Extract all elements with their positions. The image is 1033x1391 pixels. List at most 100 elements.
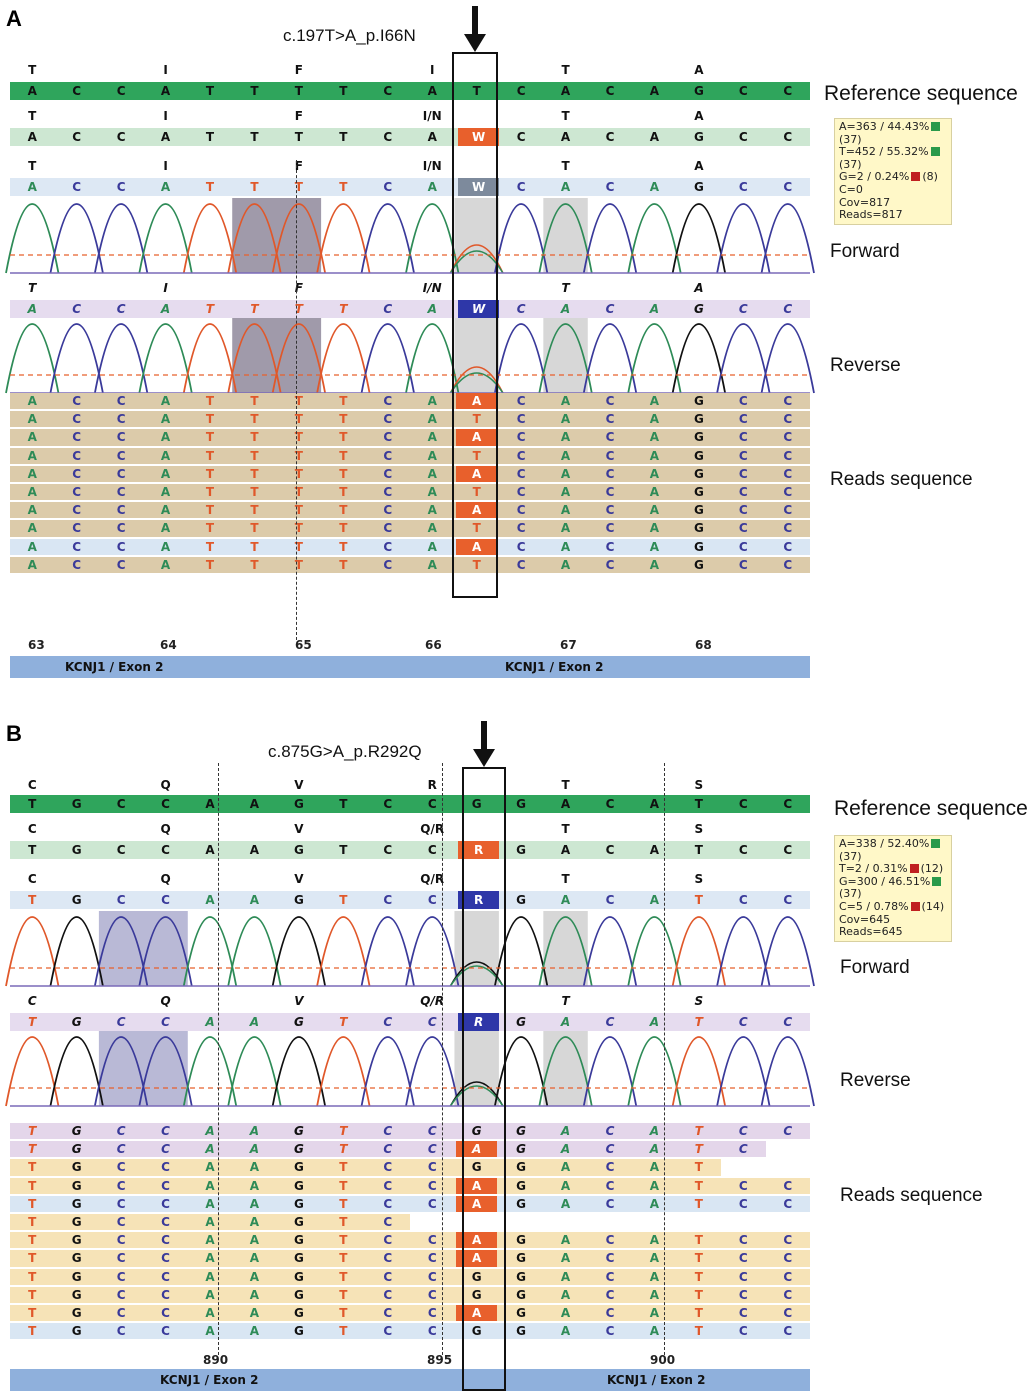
read-base: C <box>605 448 615 463</box>
base-cell: G <box>516 843 527 857</box>
panel-label: B <box>6 721 22 746</box>
read-base: T <box>28 1324 37 1339</box>
read-base: T <box>339 1287 348 1302</box>
read-base: T <box>28 1306 37 1320</box>
read-base: T <box>205 503 215 518</box>
read-base: G <box>293 1233 304 1248</box>
read-base: A <box>249 1215 260 1229</box>
base-cell: T <box>250 302 259 316</box>
read-base: C <box>783 503 793 518</box>
read-base: C <box>116 448 126 463</box>
base-cell: C <box>783 797 793 811</box>
trace-peak <box>182 916 238 987</box>
amino-acid-label: S <box>694 822 704 836</box>
read-base: T <box>294 557 303 572</box>
read-base: A <box>649 1124 660 1138</box>
read-base: C <box>383 1287 393 1302</box>
read-base: T <box>339 1269 348 1284</box>
read-base: C <box>161 1324 170 1339</box>
read-base: A <box>160 448 171 463</box>
read-base: A <box>560 430 571 445</box>
read-base: C <box>783 1233 793 1248</box>
read-base: G <box>293 1324 304 1339</box>
read-base: T <box>694 1306 703 1320</box>
read-base: C <box>72 557 82 572</box>
read-base: G <box>693 521 704 536</box>
read-base: A <box>560 1287 571 1302</box>
amino-acid-label: S <box>694 994 704 1008</box>
base-cell: C <box>783 1015 793 1029</box>
read-base: A <box>427 394 437 408</box>
read-base: C <box>383 1233 393 1248</box>
read-base: G <box>71 1233 82 1248</box>
forward-amino-row: T I F I/N T A <box>10 158 810 174</box>
base-cell: T <box>28 843 37 857</box>
read-base: A <box>649 412 660 427</box>
amino-acid-label: T <box>28 159 37 173</box>
reverse-amino-row: C Q V Q/R T S <box>10 993 810 1009</box>
read-base: G <box>693 412 704 427</box>
read-base: A <box>249 1178 260 1193</box>
read-base: C <box>783 1251 793 1266</box>
trace-peak <box>627 323 682 394</box>
base-cell: C <box>605 180 615 194</box>
trace-peak <box>760 203 815 274</box>
base-cell: C <box>605 797 615 811</box>
trace-peak <box>360 1036 415 1107</box>
read-base: C <box>516 412 526 427</box>
coordinate-tick-label: 895 <box>427 1353 453 1367</box>
read-base: C <box>116 1233 126 1248</box>
base-cell: C <box>605 84 615 98</box>
read-base: T <box>294 430 303 445</box>
base-cell: C <box>116 130 126 144</box>
base-cell: C <box>738 84 748 98</box>
base-cell: C <box>516 130 526 144</box>
read-base: C <box>383 466 393 481</box>
base-cell: C <box>383 302 393 316</box>
read-base: A <box>649 1287 660 1302</box>
base-cell: C <box>783 893 793 907</box>
read-base: C <box>605 521 615 536</box>
read-base: A <box>205 1233 215 1248</box>
read-base: A <box>649 1142 660 1157</box>
read-base: T <box>294 485 303 499</box>
read-base: C <box>383 1306 393 1320</box>
codon-boundary-dash <box>442 763 443 1355</box>
read-base: C <box>161 1196 170 1211</box>
trace-peak <box>582 1036 638 1107</box>
read-base: C <box>383 539 393 554</box>
read-base: C <box>738 412 748 427</box>
trace-peak <box>494 1036 549 1107</box>
read-base: G <box>293 1215 304 1229</box>
coordinate-tick-label: 63 <box>28 638 45 652</box>
amino-acid-label: I/N <box>422 109 442 123</box>
base-cell: C <box>383 180 393 194</box>
read-base: T <box>205 521 215 536</box>
read-base: A <box>560 448 571 463</box>
read-base: T <box>339 1233 348 1248</box>
read-base: C <box>383 1251 393 1266</box>
amino-acid-label: I <box>163 159 168 173</box>
amino-acid-label: V <box>294 778 304 792</box>
read-base: A <box>205 1142 215 1157</box>
read-base: T <box>294 466 303 481</box>
base-cell: G <box>516 893 527 907</box>
base-cell: C <box>738 180 748 194</box>
codon-boundary-dash <box>218 763 219 1355</box>
stats-line: G=2 / 0.24% (8) <box>839 170 938 184</box>
read-base: A <box>205 1324 215 1339</box>
read-base: C <box>516 448 526 463</box>
base-cell: T <box>28 1015 37 1029</box>
allele-stats-box: A=363 / 44.43%(37) T=452 / 55.32%(37) G=2 … <box>834 118 952 225</box>
base-cell: A <box>649 302 660 316</box>
amino-acid-label: C <box>27 872 37 886</box>
base-cell: T <box>339 130 348 144</box>
